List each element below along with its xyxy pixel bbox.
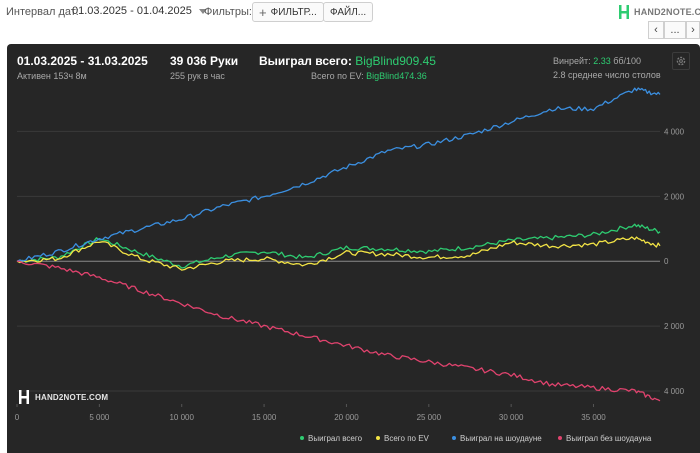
hand2note-logo-icon [619, 5, 629, 19]
legend-label[interactable]: Выиграл без шоудауна [566, 434, 652, 443]
ev-total: Всего по EV: BigBlind474.36 [311, 71, 427, 81]
x-axis: 0 5 000 10 000 15 000 20 000 25 000 30 000 35 0… [15, 404, 606, 422]
series-line-3 [16, 87, 661, 262]
legend-swatch [376, 436, 380, 440]
filter-button[interactable]: + ФИЛЬТР... [252, 2, 324, 22]
more-button[interactable]: ... [664, 21, 686, 39]
x-tick-label: 10 000 [169, 413, 194, 422]
file-button-label: ФАЙЛ... [330, 6, 367, 18]
more-label: ... [670, 24, 680, 36]
watermark: HAND2NOTE.COM [18, 389, 108, 405]
x-tick-label: 20 000 [334, 413, 359, 422]
series-line-1 [16, 223, 661, 269]
watermark-text: HAND2NOTE.COM [35, 392, 109, 402]
chevron-left-icon: ‹ [654, 24, 658, 36]
winrate: Винрейт: 2.33 бб/100 [553, 56, 641, 66]
y-tick-label: 4 000 [664, 127, 685, 136]
series-line-4 [16, 260, 661, 402]
settings-button[interactable] [672, 52, 690, 70]
gear-icon [676, 56, 686, 66]
chart-grid [17, 130, 660, 392]
winrate-label: Винрейт: [553, 56, 591, 66]
y-tick-label: 4 000 [664, 387, 685, 396]
filter-button-label: ФИЛЬТР... [270, 6, 317, 18]
file-button[interactable]: ФАЙЛ... [323, 2, 374, 22]
period-text: 01.03.2025 - 31.03.2025 [17, 54, 148, 68]
chart-series [16, 87, 661, 402]
prev-button[interactable]: ‹ [648, 21, 664, 39]
active-time: Активен 153ч 8м [17, 71, 87, 81]
x-tick-label: 25 000 [417, 413, 442, 422]
toolbar: Интервал дат: 01.03.2025 - 01.04.2025 Фи… [0, 0, 700, 44]
x-tick-label: 30 000 [499, 413, 524, 422]
y-tick-label: 2 000 [664, 192, 685, 201]
chevron-right-icon: › [691, 24, 695, 36]
winrate-unit: бб/100 [613, 56, 642, 66]
x-tick-label: 35 000 [581, 413, 606, 422]
y-axis: 4 000 2 000 0 2 000 4 000 [664, 127, 685, 396]
chevron-down-icon [198, 8, 207, 14]
plus-icon: + [259, 4, 267, 20]
y-tick-label: 2 000 [664, 322, 685, 331]
won-total-value: BigBlind909.45 [355, 54, 436, 68]
x-tick-label: 5 000 [89, 413, 110, 422]
won-total: Выиграл всего: BigBlind909.45 [259, 54, 436, 68]
filters-label: Фильтры: [204, 6, 252, 18]
chart-legend: Выиграл всего Всего по EV Выиграл на шоуда… [300, 434, 652, 443]
ev-value: BigBlind474.36 [366, 71, 427, 81]
hand2note-watermark-icon [19, 390, 29, 404]
legend-swatch [452, 436, 456, 440]
y-tick-label: 0 [664, 257, 669, 266]
legend-label[interactable]: Всего по EV [384, 434, 430, 443]
avg-tables: 2.8 среднее число столов [553, 70, 661, 80]
brand-logo[interactable]: HAND2NOTE.COM [618, 4, 700, 20]
hands-count: 39 036 Руки [170, 54, 239, 68]
x-tick-label: 15 000 [252, 413, 277, 422]
won-total-label: Выиграл всего: [259, 54, 352, 68]
series-line-2 [16, 236, 661, 271]
winrate-value: 2.33 [593, 56, 611, 66]
interval-label: Интервал дат: [6, 6, 79, 18]
legend-swatch [300, 436, 304, 440]
legend-label[interactable]: Выиграл на шоудауне [460, 434, 542, 443]
legend-label[interactable]: Выиграл всего [308, 434, 363, 443]
date-range-value: 01.03.2025 - 01.04.2025 [72, 5, 192, 17]
brand-name: HAND2NOTE.COM [634, 7, 700, 17]
date-range-select[interactable]: 01.03.2025 - 01.04.2025 [72, 5, 207, 17]
hands-per-hour: 255 рук в час [170, 71, 225, 81]
legend-swatch [558, 436, 562, 440]
ev-label: Всего по EV: [311, 71, 364, 81]
x-tick-label: 0 [15, 413, 20, 422]
